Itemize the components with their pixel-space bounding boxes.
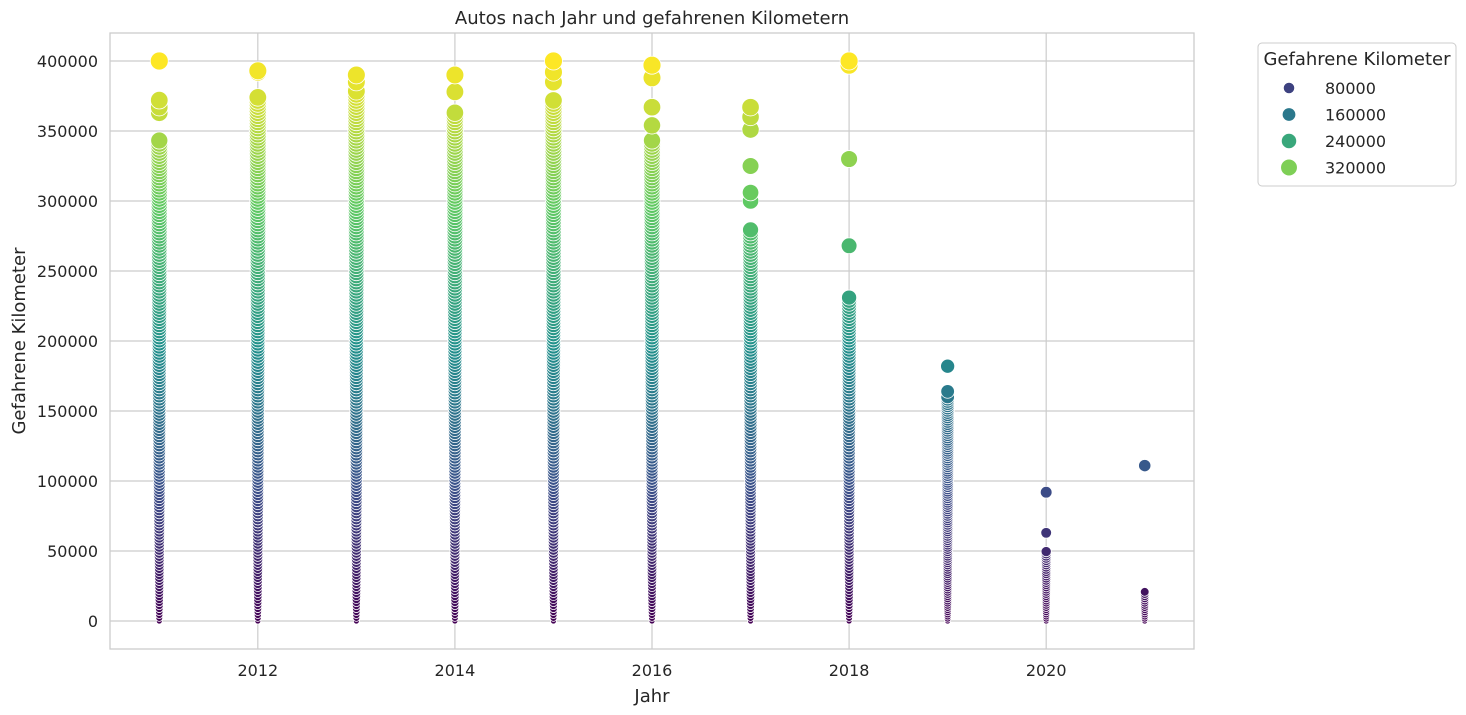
data-point [940, 384, 955, 399]
data-point [149, 51, 169, 71]
data-point [1139, 587, 1150, 597]
data-point [544, 51, 563, 71]
legend-marker [1282, 81, 1296, 95]
legend: Gefahrene Kilometer 80000 160000 240000 320… [1257, 42, 1457, 187]
data-point [248, 61, 268, 81]
data-point [839, 51, 859, 71]
legend-frame [1257, 42, 1457, 187]
data-point [741, 98, 760, 117]
y-tick-label: 400000 [37, 52, 98, 71]
x-tick-label: 2020 [1026, 661, 1067, 680]
y-tick-label: 200000 [37, 332, 98, 351]
data-point [940, 358, 956, 374]
legend-marker [1281, 107, 1297, 122]
legend-title: Gefahrene Kilometer [1263, 49, 1451, 70]
x-axis-label: Jahr [633, 686, 670, 707]
x-tick-label: 2016 [632, 661, 673, 680]
data-point [840, 237, 858, 255]
y-tick-label: 50000 [47, 542, 98, 561]
legend-entry-label: 160000 [1325, 106, 1386, 125]
data-point [841, 289, 858, 306]
data-point [445, 65, 465, 85]
legend-entry-label: 80000 [1325, 79, 1376, 98]
x-tick-label: 2014 [435, 661, 476, 680]
data-point [1040, 527, 1052, 539]
y-tick-label: 150000 [37, 402, 98, 421]
data-point [642, 98, 662, 117]
data-point [150, 91, 169, 110]
x-tick-labels: 2012 2014 2016 2018 2020 [237, 661, 1066, 680]
y-axis-label: Gefahrene Kilometer [9, 247, 30, 435]
data-point [1138, 459, 1152, 473]
data-point [347, 65, 366, 85]
x-tick-label: 2018 [829, 661, 870, 680]
data-point [445, 103, 465, 122]
plot-frame [109, 32, 1195, 650]
y-tick-label: 250000 [37, 262, 98, 281]
data-point [642, 55, 662, 75]
data-point [248, 88, 268, 107]
data-point [150, 131, 169, 150]
y-tick-label: 350000 [37, 122, 98, 141]
data-points [149, 51, 1152, 625]
y-tick-label: 0 [88, 612, 98, 631]
legend-entry-label: 320000 [1325, 159, 1386, 178]
data-point [840, 150, 858, 168]
y-tick-label: 100000 [37, 472, 98, 491]
chart-title: Autos nach Jahr und gefahrenen Kilometer… [455, 8, 849, 29]
x-tick-label: 2012 [237, 661, 278, 680]
legend-marker [1280, 132, 1298, 150]
data-point [642, 116, 662, 135]
data-point [1039, 485, 1053, 499]
y-tick-labels: 0 50000 100000 150000 200000 250000 300000 3500… [37, 52, 98, 631]
data-point [643, 131, 661, 150]
data-point [544, 91, 563, 110]
legend-entry-label: 240000 [1325, 132, 1386, 151]
data-point [741, 157, 760, 175]
legend-marker [1280, 158, 1298, 177]
data-point [1040, 546, 1052, 558]
data-point [445, 82, 465, 102]
data-point [741, 183, 760, 202]
y-tick-label: 300000 [37, 192, 98, 211]
data-point [742, 221, 759, 239]
